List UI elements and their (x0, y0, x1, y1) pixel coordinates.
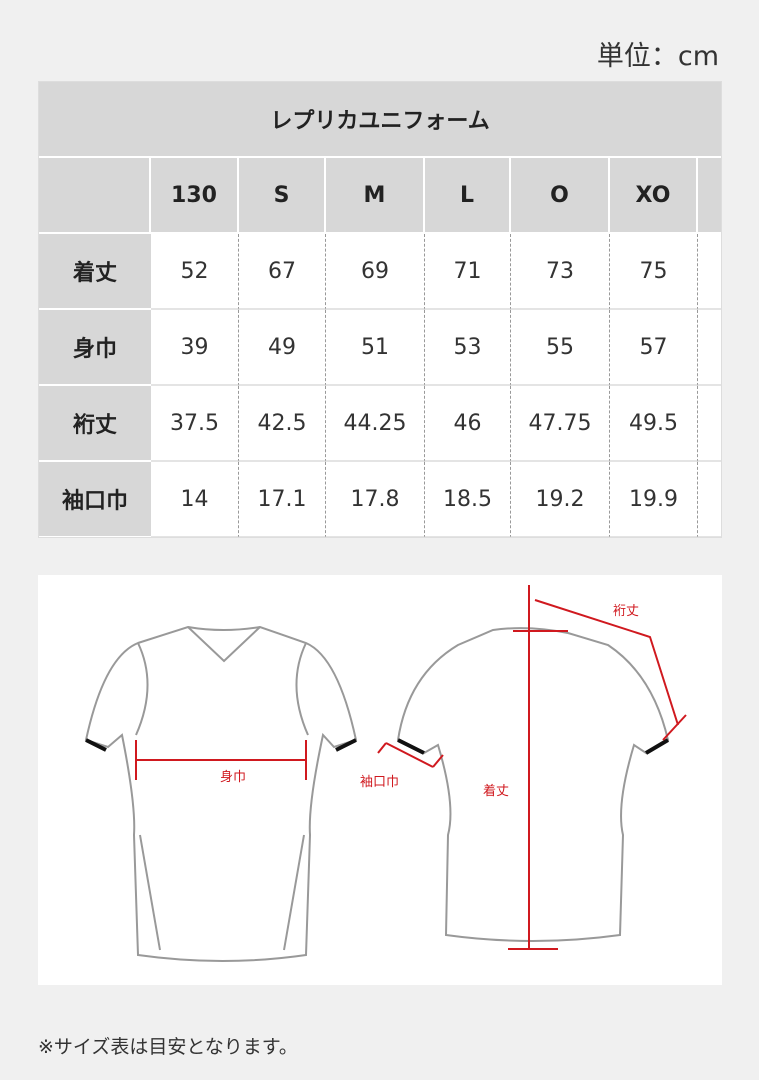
cuff-label: 袖口巾 (360, 775, 399, 790)
size-value: 49.5 (610, 386, 698, 462)
measurement-diagram: 身巾 袖口巾 着丈 裄丈 (38, 575, 722, 985)
chest-label: 身巾 (220, 769, 246, 785)
table-row: 裄丈 37.5 42.5 44.25 46 47.75 49.5 (39, 386, 721, 462)
measure-lines (135, 585, 687, 950)
size-value: 37.5 (151, 386, 239, 462)
size-value: 47.75 (511, 386, 610, 462)
row-label: 身巾 (39, 310, 151, 386)
size-value: 14 (151, 462, 239, 537)
size-value-clipped (698, 386, 721, 462)
size-value: 53 (425, 310, 511, 386)
size-value: 49 (239, 310, 326, 386)
size-value: 69 (326, 234, 425, 310)
row-label: 裄丈 (39, 386, 151, 462)
size-value: 17.8 (326, 462, 425, 537)
length-label: 着丈 (483, 783, 509, 799)
size-value: 71 (425, 234, 511, 310)
table-row: 着丈 52 67 69 71 73 75 (39, 234, 721, 310)
size-note: ※サイズ表は目安となります。 (38, 1036, 298, 1058)
size-value-clipped (698, 234, 721, 310)
size-header: O (511, 158, 610, 234)
size-value: 57 (610, 310, 698, 386)
size-value: 44.25 (326, 386, 425, 462)
back-shirt-illustration (396, 627, 670, 942)
table-title: レプリカユニフォーム (39, 82, 721, 158)
size-value: 51 (326, 310, 425, 386)
table-row: 袖口巾 14 17.1 17.8 18.5 19.2 19.9 (39, 462, 721, 537)
size-value: 46 (425, 386, 511, 462)
corner-cell (39, 158, 151, 234)
sleeve-label: 裄丈 (613, 604, 639, 619)
size-value: 55 (511, 310, 610, 386)
size-value-clipped (698, 462, 721, 537)
row-label: 着丈 (39, 234, 151, 310)
size-header: M (326, 158, 425, 234)
front-shirt-illustration (84, 625, 358, 962)
size-header: L (425, 158, 511, 234)
size-value: 19.9 (610, 462, 698, 537)
size-value-clipped (698, 310, 721, 386)
size-value: 17.1 (239, 462, 326, 537)
size-value: 73 (511, 234, 610, 310)
size-value: 75 (610, 234, 698, 310)
size-value: 18.5 (425, 462, 511, 537)
size-header-clipped (698, 158, 721, 234)
size-header: 130 (151, 158, 239, 234)
size-header: XO (610, 158, 698, 234)
table-row: 身巾 39 49 51 53 55 57 (39, 310, 721, 386)
size-table: レプリカユニフォーム 130 S M L O XO 着丈 52 67 69 71 73 75… (38, 81, 722, 538)
size-header-row: 130 S M L O XO (39, 158, 721, 234)
size-value: 19.2 (511, 462, 610, 537)
size-value: 52 (151, 234, 239, 310)
row-label: 袖口巾 (39, 462, 151, 537)
size-value: 67 (239, 234, 326, 310)
size-value: 42.5 (239, 386, 326, 462)
size-value: 39 (151, 310, 239, 386)
unit-label: 単位：cm (596, 41, 719, 72)
size-header: S (239, 158, 326, 234)
